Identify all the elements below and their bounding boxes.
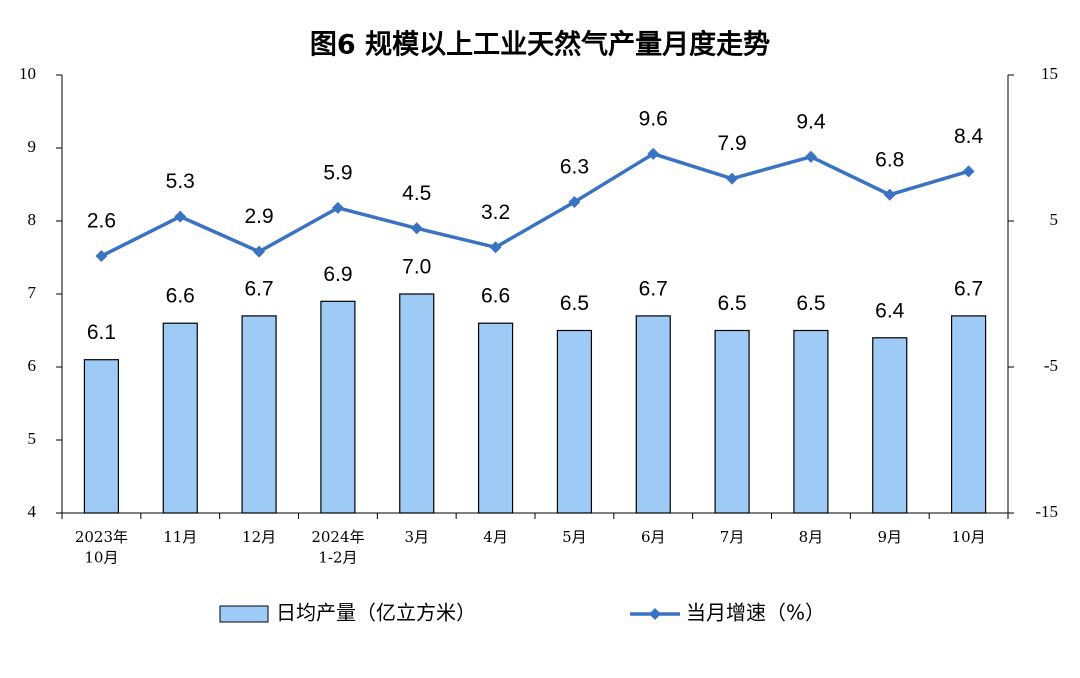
line-value-label: 7.9 (717, 132, 746, 155)
x-tick-label: 2024年 1-2月 (311, 528, 364, 566)
bar-value-label: 6.7 (639, 277, 668, 300)
bar (320, 300, 356, 514)
line-value-label: 6.8 (875, 148, 904, 171)
line-marker (962, 165, 975, 178)
line-value-label: 2.9 (244, 205, 273, 228)
line-value-label: 4.5 (402, 182, 431, 205)
x-tick-label: 10月 (952, 528, 986, 546)
bar (399, 293, 435, 514)
line-marker (410, 222, 423, 235)
line-marker (489, 241, 502, 254)
x-tick-label: 4月 (483, 528, 508, 546)
y-tick-label: 7 (28, 283, 37, 302)
x-tick-label: 2023年 10月 (75, 528, 128, 566)
x-tick-label: 6月 (641, 528, 666, 546)
bar-value-label: 6.6 (166, 285, 195, 308)
y-tick-label: 10 (19, 64, 36, 83)
x-tick-label: 5月 (562, 528, 587, 546)
bar (556, 329, 593, 514)
y-tick-label: 4 (28, 502, 37, 521)
y-tick-label: 5 (28, 429, 37, 448)
legend-swatch (219, 605, 269, 623)
line-marker (568, 196, 581, 209)
bar (477, 322, 514, 514)
y2-tick-label: 15 (1041, 64, 1058, 83)
x-tick-label: 8月 (799, 528, 824, 546)
x-tick-label: 7月 (720, 528, 745, 546)
bar (714, 329, 750, 514)
y2-tick-label: -15 (1035, 502, 1058, 521)
line-marker (883, 188, 896, 201)
bar (83, 359, 120, 514)
line-marker (95, 250, 108, 263)
bar (872, 337, 908, 514)
x-tick-label: 9月 (877, 528, 902, 546)
line-marker (174, 210, 187, 223)
line-value-label: 6.3 (560, 156, 589, 179)
line-value-label: 9.4 (796, 110, 826, 133)
x-tick-label: 3月 (404, 528, 429, 546)
bar (635, 315, 671, 514)
chart-title: 图6 规模以上工业天然气产量月度走势 (310, 29, 770, 61)
line-marker (253, 245, 266, 258)
y-tick-label: 8 (28, 210, 37, 229)
line (100, 151, 970, 258)
bar (162, 322, 198, 514)
line-value-label: 8.4 (954, 125, 984, 148)
bar-value-label: 6.1 (87, 321, 116, 344)
y2-tick-label: -5 (1044, 356, 1058, 375)
legend-label: 日均产量（亿立方米） (276, 601, 476, 625)
bar-value-label: 7.0 (402, 256, 431, 279)
line-value-label: 2.6 (87, 210, 116, 233)
y-tick-label: 9 (28, 137, 37, 156)
legend-label: 当月增速（%） (686, 601, 825, 625)
y2-tick-label: 5 (1050, 210, 1059, 229)
bar-value-label: 6.9 (323, 263, 352, 286)
line-marker (726, 172, 739, 185)
y-tick-label: 6 (28, 356, 37, 375)
legend-marker (649, 608, 661, 620)
line-value-label: 3.2 (481, 201, 510, 224)
line-marker (804, 150, 817, 163)
bar-value-label: 6.6 (481, 285, 510, 308)
bar-value-label: 6.5 (560, 292, 589, 315)
bar-value-label: 6.4 (875, 299, 905, 322)
line-marker (331, 201, 344, 214)
line-value-label: 9.6 (639, 107, 668, 130)
line-marker (647, 147, 660, 160)
bar (793, 329, 829, 514)
bar-value-label: 6.5 (717, 292, 746, 315)
bar (241, 315, 277, 514)
bar-value-label: 6.5 (796, 292, 825, 315)
bar-value-label: 6.7 (954, 277, 983, 300)
bar-value-label: 6.7 (244, 277, 273, 300)
bar (950, 315, 987, 514)
x-tick-label: 11月 (163, 528, 197, 546)
line-value-label: 5.9 (323, 161, 352, 184)
x-tick-label: 12月 (242, 528, 276, 546)
line-value-label: 5.3 (166, 170, 195, 193)
